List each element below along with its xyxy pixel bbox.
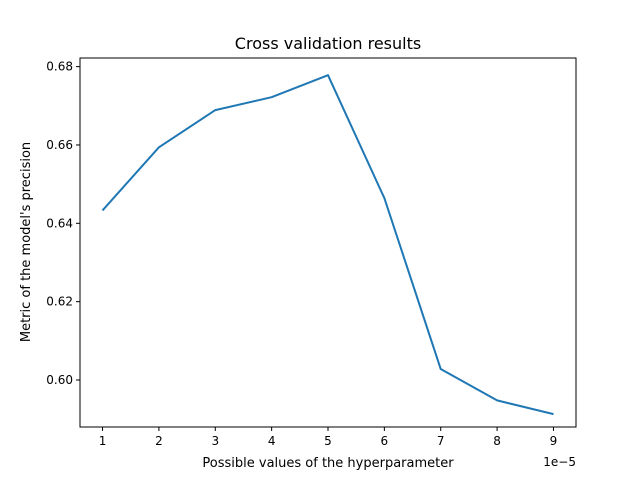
y-tick-label: 0.60 [46, 373, 73, 387]
plot-area-frame [79, 57, 577, 428]
y-tick-label: 0.66 [46, 138, 73, 152]
x-tick-label: 1 [99, 434, 107, 448]
x-tick-label: 8 [493, 434, 501, 448]
y-tick-label: 0.62 [46, 295, 73, 309]
y-axis-label: Metric of the model's precision [19, 142, 34, 342]
x-tick-label: 7 [437, 434, 445, 448]
x-tick-label: 4 [268, 434, 276, 448]
x-tick-label: 5 [324, 434, 332, 448]
x-axis-offset-label: 1e−5 [543, 455, 576, 469]
x-tick-label: 9 [550, 434, 558, 448]
x-tick-label: 2 [155, 434, 163, 448]
series-line [101, 74, 554, 416]
x-tick-label: 3 [211, 434, 219, 448]
x-axis-ticks: 1 2 3 4 5 6 7 8 9 [99, 427, 558, 448]
y-tick-label: 0.68 [46, 60, 73, 74]
y-axis-ticks: 0.60 0.62 0.64 0.66 0.68 [46, 60, 80, 387]
x-axis-label: Possible values of the hyperparameter [202, 456, 454, 471]
x-tick-label: 6 [381, 434, 389, 448]
chart-title: Cross validation results [235, 34, 421, 53]
y-tick-label: 0.64 [46, 216, 73, 230]
